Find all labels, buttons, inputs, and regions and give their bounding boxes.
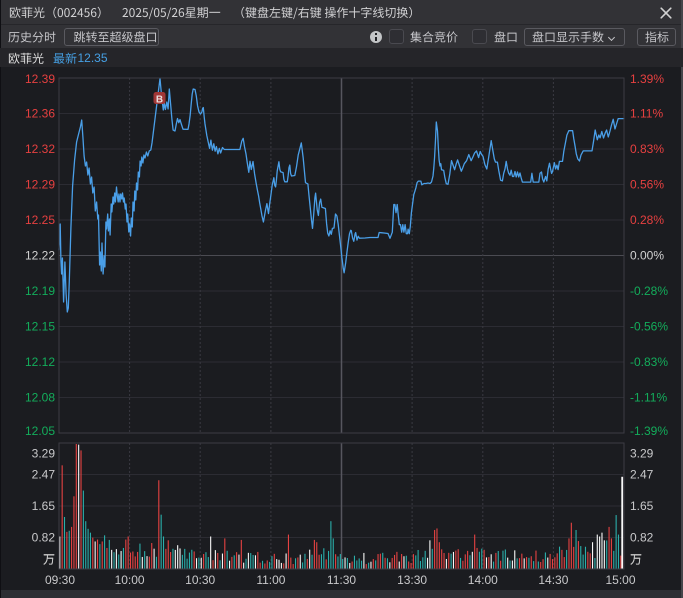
svg-text:13:30: 13:30 [397,573,427,587]
svg-text:12.08: 12.08 [25,391,55,405]
svg-text:1.11%: 1.11% [630,107,663,121]
svg-text:B: B [156,95,163,106]
svg-text:万: 万 [630,553,642,567]
svg-text:12.25: 12.25 [25,213,55,227]
svg-text:10:00: 10:00 [115,573,145,587]
svg-text:0.83%: 0.83% [630,142,664,156]
svg-text:万: 万 [43,553,55,567]
svg-text:14:30: 14:30 [538,573,568,587]
svg-text:0.82: 0.82 [32,531,56,545]
svg-text:12.29: 12.29 [25,178,55,192]
svg-text:-0.28%: -0.28% [630,284,668,298]
svg-text:2.47: 2.47 [630,468,654,482]
svg-text:0.28%: 0.28% [630,213,664,227]
svg-text:12.12: 12.12 [25,355,55,369]
svg-text:12.05: 12.05 [25,424,55,438]
svg-text:3.29: 3.29 [630,447,654,461]
svg-text:11:30: 11:30 [327,573,356,587]
svg-text:1.65: 1.65 [630,499,654,513]
svg-text:1.65: 1.65 [32,499,56,513]
svg-text:12.39: 12.39 [25,72,55,86]
svg-text:2.47: 2.47 [32,468,56,482]
svg-text:-1.39%: -1.39% [630,424,668,438]
svg-text:0.00%: 0.00% [630,249,664,263]
svg-text:12.32: 12.32 [25,142,55,156]
svg-text:-0.83%: -0.83% [630,355,668,369]
svg-text:12.15: 12.15 [25,320,55,334]
svg-text:12.19: 12.19 [25,284,55,298]
svg-text:0.56%: 0.56% [630,178,664,192]
svg-text:0.82: 0.82 [630,531,654,545]
svg-text:-0.56%: -0.56% [630,320,668,334]
svg-text:12.36: 12.36 [25,107,55,121]
svg-text:10:30: 10:30 [185,573,215,587]
svg-text:15:00: 15:00 [605,573,635,587]
svg-text:1.39%: 1.39% [630,72,664,86]
svg-text:14:00: 14:00 [468,573,498,587]
svg-text:11:00: 11:00 [256,573,285,587]
svg-text:12.22: 12.22 [25,249,55,263]
svg-text:09:30: 09:30 [45,573,75,587]
svg-text:-1.11%: -1.11% [630,391,667,405]
svg-text:3.29: 3.29 [32,447,56,461]
